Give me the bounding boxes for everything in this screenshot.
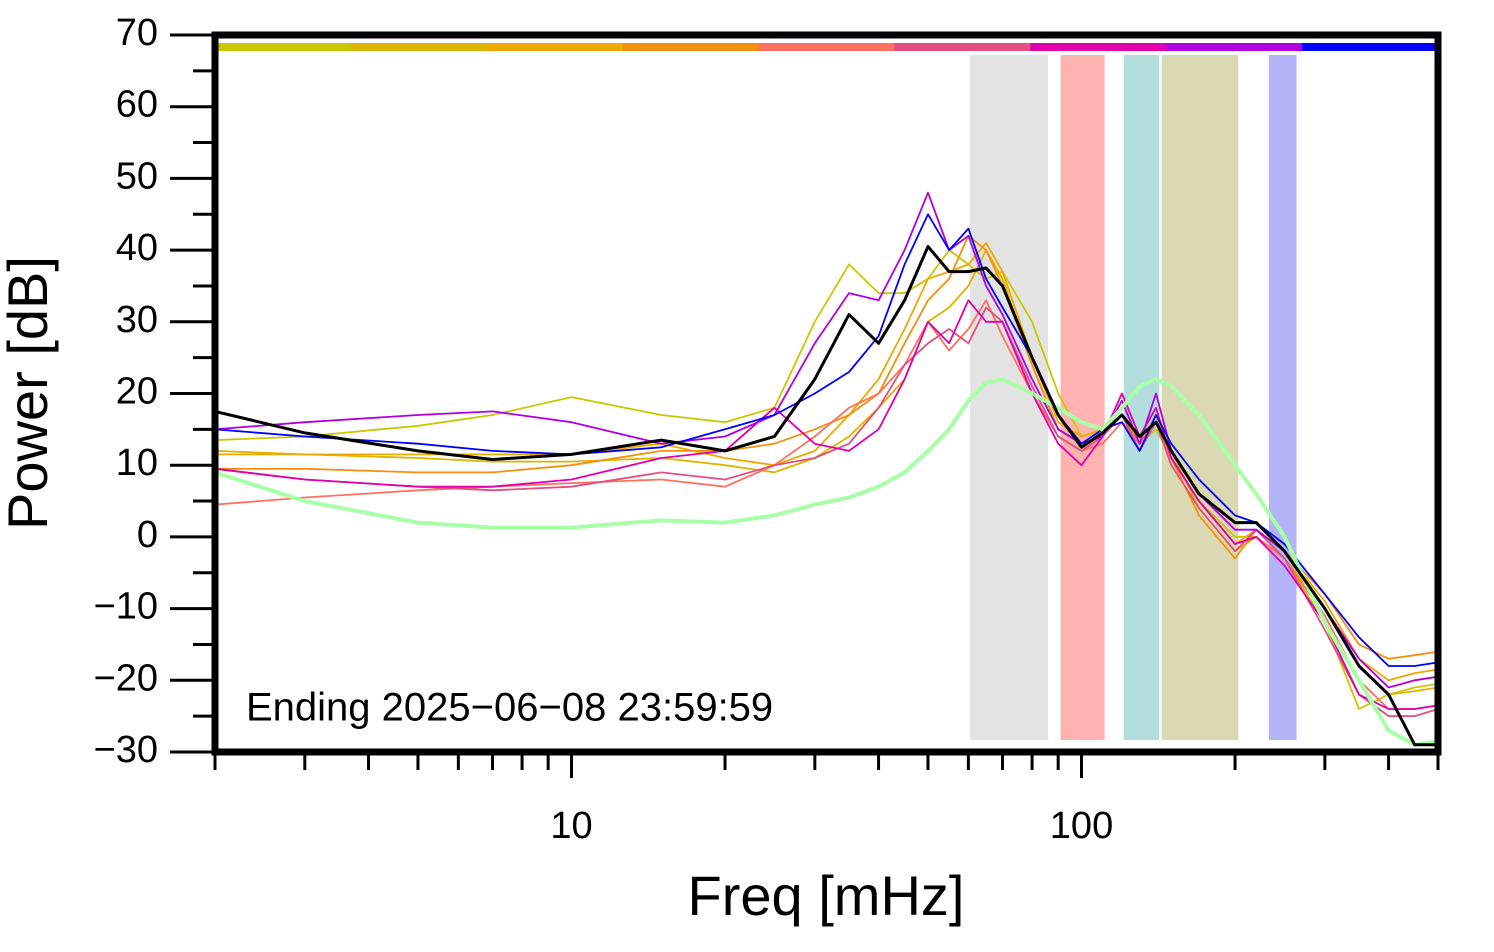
strip-segment	[758, 43, 895, 51]
strip-segment	[1030, 43, 1167, 51]
strip-segment	[622, 43, 760, 51]
strip-segment	[1302, 43, 1439, 51]
series-line	[215, 306, 1438, 717]
strip-segment	[215, 43, 352, 51]
series-line	[215, 213, 1438, 667]
annotation: Ending 2025−06−08 23:59:59	[246, 686, 773, 730]
plot-frame	[211, 31, 1442, 756]
series-line	[215, 377, 1438, 747]
y-tick-label: 20	[116, 371, 158, 413]
strip-segment	[1166, 43, 1303, 51]
x-tick-label: 100	[1050, 805, 1113, 847]
series-line	[215, 191, 1438, 689]
y-tick-label: −10	[94, 586, 158, 628]
strip-segment	[894, 43, 1031, 51]
series-line	[215, 245, 1438, 747]
y-tick-label: 40	[116, 227, 158, 269]
axes: −30 −20 −10 0 10 20 30 40 50 60 70 10 100	[94, 12, 1440, 847]
strip-segment	[350, 43, 488, 51]
x-tick-label: 10	[550, 805, 592, 847]
y-axis-label: Power [dB]	[0, 256, 59, 530]
band	[1161, 55, 1239, 740]
y-tick-label: −30	[94, 729, 158, 771]
lines	[215, 191, 1438, 747]
x-axis-label: Freq [mHz]	[688, 864, 965, 927]
bands	[970, 55, 1297, 740]
series-line	[215, 299, 1438, 710]
y-tick-label: 70	[116, 12, 158, 54]
y-tick-label: 30	[116, 299, 158, 341]
color-strip	[215, 43, 1439, 51]
y-tick-label: 60	[116, 84, 158, 126]
series-line	[215, 299, 1438, 710]
band	[1060, 55, 1105, 740]
y-tick-label: 50	[116, 155, 158, 197]
y-tick-label: −20	[94, 657, 158, 699]
y-tick-label: 0	[137, 514, 158, 556]
series-line	[215, 249, 1438, 710]
band	[1268, 55, 1297, 740]
y-tick-label: 10	[116, 442, 158, 484]
strip-segment	[486, 43, 624, 51]
series-line	[215, 242, 1438, 682]
